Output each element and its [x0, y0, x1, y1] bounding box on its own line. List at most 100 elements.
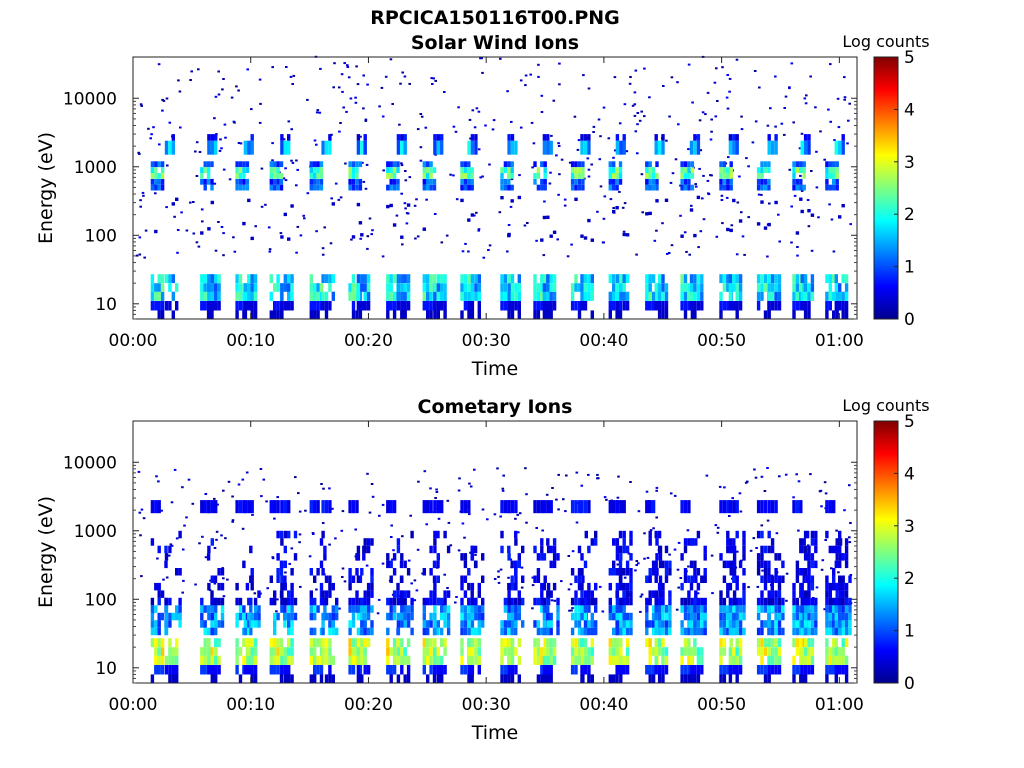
heatmap-cell — [625, 150, 629, 153]
heatmap-cell — [622, 605, 626, 613]
heatmap-cell — [290, 674, 294, 683]
heatmap-cell — [403, 301, 407, 311]
heatmap-cell — [510, 638, 515, 648]
heatmap-cell — [406, 612, 411, 621]
y-tick-label: 10000 — [63, 453, 117, 473]
heatmap-cell — [615, 582, 620, 591]
heatmap-cell — [287, 500, 291, 514]
heatmap-cell — [510, 161, 514, 168]
heatmap-cell — [540, 655, 544, 665]
heatmap-cell — [396, 612, 401, 621]
heatmap-cell — [615, 655, 620, 665]
heatmap-cell — [243, 140, 248, 155]
heatmap-cell — [157, 173, 161, 179]
heatmap-cell — [154, 291, 158, 301]
heatmap-cell — [622, 665, 626, 675]
heatmap-cell — [403, 283, 407, 292]
heatmap-cell — [386, 612, 390, 621]
heatmap-cell — [536, 167, 541, 173]
heatmap-cell — [728, 500, 733, 514]
heatmap-cell — [807, 575, 811, 583]
heatmap-cell — [594, 538, 598, 546]
heatmap-cell — [549, 655, 553, 665]
heatmap-cell — [463, 553, 468, 561]
heatmap-cell — [474, 560, 478, 569]
heatmap-cell — [200, 500, 204, 514]
heatmap-cell — [154, 192, 157, 195]
heatmap-cell — [356, 612, 361, 621]
heatmap-cell — [290, 627, 294, 636]
heatmap-cell — [488, 244, 492, 247]
heatmap-cell — [683, 310, 688, 319]
heatmap-cell — [463, 178, 468, 185]
heatmap-cell — [622, 620, 626, 628]
heatmap-cell — [235, 665, 239, 675]
heatmap-cell — [657, 301, 662, 311]
heatmap-cell — [254, 225, 257, 228]
heatmap-cell — [164, 620, 169, 628]
heatmap-cell — [238, 597, 243, 606]
heatmap-cell — [777, 627, 782, 636]
heatmap-cell — [432, 674, 437, 683]
heatmap-cell — [154, 178, 158, 185]
heatmap-cell — [696, 647, 701, 656]
heatmap-cell — [276, 184, 280, 191]
heatmap-cell — [319, 283, 324, 292]
heatmap-cell — [651, 647, 656, 656]
heatmap-cell — [440, 597, 444, 606]
heatmap-cell — [500, 674, 504, 683]
heatmap-cell — [220, 534, 223, 537]
heatmap-cell — [406, 655, 411, 665]
heatmap-cell — [574, 178, 578, 185]
heatmap-cell — [386, 167, 390, 173]
heatmap-cell — [657, 647, 662, 656]
heatmap-cell — [657, 274, 662, 284]
heatmap-cell — [648, 291, 652, 301]
heatmap-cell — [803, 605, 808, 613]
heatmap-cell — [334, 537, 337, 540]
heatmap-cell — [433, 538, 437, 546]
heatmap-cell — [406, 638, 411, 648]
heatmap-cell — [838, 140, 842, 155]
heatmap-cell — [370, 627, 374, 636]
heatmap-cell — [313, 597, 317, 606]
heatmap-cell — [648, 184, 652, 191]
heatmap-cell — [689, 283, 694, 292]
heatmap-cell — [608, 274, 612, 284]
heatmap-cell — [152, 126, 155, 129]
heatmap-cell — [619, 647, 623, 656]
heatmap-cell — [680, 234, 684, 238]
heatmap-cell — [546, 500, 550, 514]
heatmap-cell — [470, 605, 475, 613]
heatmap-cell — [825, 575, 829, 583]
heatmap-cell — [429, 184, 433, 191]
heatmap-cell — [654, 530, 658, 539]
heatmap-cell — [396, 161, 400, 168]
heatmap-cell — [276, 530, 280, 539]
heatmap-cell — [313, 605, 317, 613]
heatmap-cell — [319, 665, 324, 675]
heatmap-cell — [324, 500, 329, 514]
heatmap-cell — [648, 538, 652, 546]
heatmap-cell — [767, 568, 771, 576]
heatmap-cell — [546, 274, 550, 284]
heatmap-cell — [432, 167, 437, 173]
heatmap-cell — [664, 545, 669, 554]
heatmap-cell — [171, 674, 175, 683]
heatmap-cell — [710, 118, 713, 121]
heatmap-cell — [507, 620, 511, 628]
heatmap-cell — [517, 612, 521, 621]
heatmap-cell — [276, 167, 280, 173]
heatmap-cell — [767, 612, 771, 621]
heatmap-cell — [321, 500, 325, 514]
heatmap-cell — [463, 605, 468, 613]
heatmap-cell — [664, 291, 669, 301]
heatmap-cell — [540, 582, 544, 591]
heatmap-cell — [214, 647, 218, 656]
heatmap-cell — [556, 597, 560, 606]
heatmap-cell — [583, 647, 588, 656]
heatmap-cell — [608, 500, 612, 514]
heatmap-cell — [718, 485, 722, 488]
heatmap-cell — [615, 597, 620, 606]
heatmap-cell — [596, 210, 599, 213]
